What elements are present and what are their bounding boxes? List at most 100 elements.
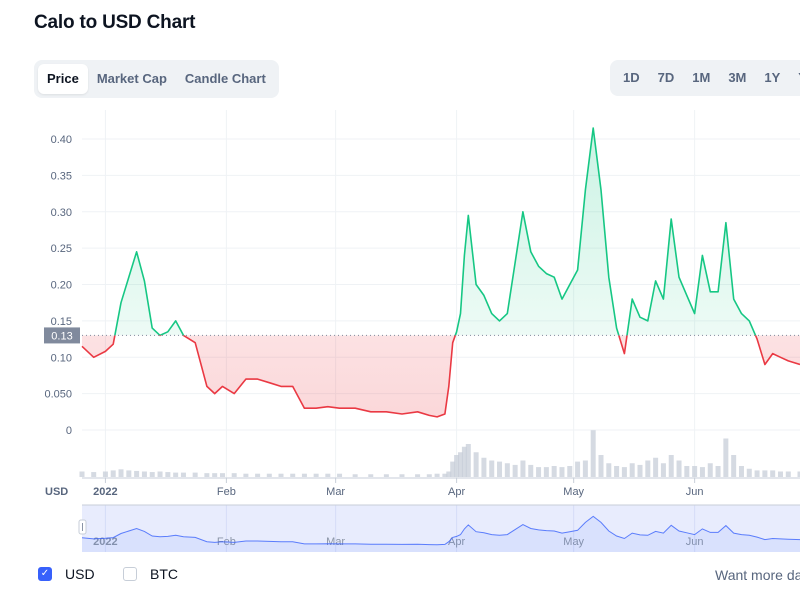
y-tick-label: 0 — [66, 425, 72, 437]
volume-bar — [567, 466, 573, 477]
usd-checkbox[interactable]: ✓ — [38, 567, 52, 581]
navigator-tick-label: Jun — [686, 536, 704, 548]
volume-bar — [91, 472, 97, 477]
volume-bar — [481, 457, 487, 477]
volume-bar — [454, 455, 460, 477]
volume-bar — [102, 471, 108, 477]
y-tick-label: 0.15 — [51, 316, 72, 328]
volume-bar — [278, 473, 284, 477]
volume-bar — [653, 457, 659, 477]
price-area-below — [82, 335, 800, 417]
volume-bar — [301, 473, 307, 477]
volume-bar — [399, 474, 405, 477]
volume-bar — [762, 470, 768, 477]
volume-bar — [325, 473, 331, 477]
volume-bar — [173, 472, 179, 477]
tab-market-cap[interactable]: Market Cap — [96, 71, 167, 86]
volume-bar — [497, 461, 503, 477]
volume-bar — [536, 467, 542, 477]
volume-bars — [79, 430, 800, 477]
reference-badge — [44, 327, 80, 344]
volume-bar — [559, 467, 565, 477]
volume-bar — [157, 471, 163, 477]
volume-bar — [383, 474, 389, 477]
y-tick-label: 0.20 — [51, 280, 72, 292]
volume-bar — [699, 467, 705, 477]
chart-type-tabs: Price Market Cap Candle Chart — [34, 60, 279, 98]
volume-bar — [543, 467, 549, 477]
range-3m-button[interactable]: 3M — [728, 70, 747, 85]
volume-bar — [134, 470, 140, 477]
volume-bar — [621, 467, 627, 477]
volume-bar — [204, 473, 210, 477]
volume-bar — [415, 474, 421, 477]
volume-bar — [446, 471, 452, 477]
range-ytd-button[interactable]: YTD — [789, 64, 800, 92]
x-tick-label: 2022 — [93, 486, 117, 498]
navigator-tick-label: Apr — [448, 536, 465, 548]
range-1y-button[interactable]: 1Y — [764, 70, 781, 85]
volume-bar — [313, 473, 319, 477]
volume-bar — [473, 452, 479, 477]
volume-bar — [118, 469, 124, 477]
y-tick-label: 0.25 — [51, 243, 72, 255]
volume-bar — [738, 466, 744, 477]
x-tick-label: Jun — [686, 486, 704, 498]
volume-bar — [255, 473, 261, 477]
x-tick-label: Mar — [326, 486, 345, 498]
x-tick-label: Feb — [217, 486, 236, 498]
range-navigator: 2022 Feb Mar Apr May Jun — [78, 504, 800, 552]
navigator-area — [82, 516, 800, 552]
volume-bar — [231, 473, 237, 477]
legend-usd[interactable]: ✓ USD — [38, 566, 95, 582]
volume-bar — [434, 473, 440, 477]
volume-bar — [450, 461, 456, 477]
page-title: Calo to USD Chart — [34, 12, 196, 33]
volume-bar — [149, 472, 155, 477]
btc-checkbox[interactable] — [123, 567, 137, 581]
legend-btc[interactable]: BTC — [123, 566, 178, 582]
volume-bar — [746, 468, 752, 477]
y-tick-label: 0.30 — [51, 207, 72, 219]
volume-bar — [368, 474, 374, 477]
volume-bar — [715, 466, 721, 477]
volume-bar — [442, 473, 448, 477]
volume-bar — [266, 473, 272, 477]
volume-bar — [707, 463, 713, 477]
volume-bar — [723, 438, 729, 477]
volume-bar — [110, 470, 116, 477]
legend-usd-label: USD — [65, 566, 95, 582]
volume-bar — [512, 464, 518, 477]
volume-bar — [337, 473, 343, 477]
volume-bar — [126, 470, 132, 477]
volume-bar — [590, 430, 596, 477]
time-range-selector: 1D 7D 1M 3M 1Y YTD — [610, 60, 800, 96]
range-1d-button[interactable]: 1D — [623, 70, 640, 85]
volume-bar — [79, 471, 85, 477]
more-data-link[interactable]: Want more data? — [715, 567, 800, 583]
volume-bar — [777, 471, 783, 477]
volume-bar — [575, 461, 581, 477]
volume-bar — [684, 466, 690, 477]
volume-bar — [629, 463, 635, 477]
volume-bar — [797, 471, 800, 477]
volume-bar — [212, 473, 218, 477]
tab-candle-chart[interactable]: Candle Chart — [184, 71, 266, 86]
volume-bar — [290, 473, 296, 477]
x-tick-label: May — [563, 486, 584, 498]
y-tick-label: 0.40 — [51, 134, 72, 146]
volume-bar — [637, 464, 643, 477]
range-7d-button[interactable]: 7D — [657, 70, 675, 85]
volume-bar — [692, 466, 698, 477]
volume-bar — [582, 460, 588, 477]
reference-label: 0.13 — [51, 330, 72, 342]
price-line-below — [81, 335, 800, 418]
volume-bar — [645, 460, 651, 477]
tab-price[interactable]: Price — [38, 64, 88, 94]
y-tick-label: 0.35 — [51, 170, 72, 182]
volume-bar — [352, 474, 358, 477]
range-1m-button[interactable]: 1M — [692, 70, 711, 85]
volume-bar — [606, 463, 612, 477]
volume-bar — [520, 460, 526, 477]
